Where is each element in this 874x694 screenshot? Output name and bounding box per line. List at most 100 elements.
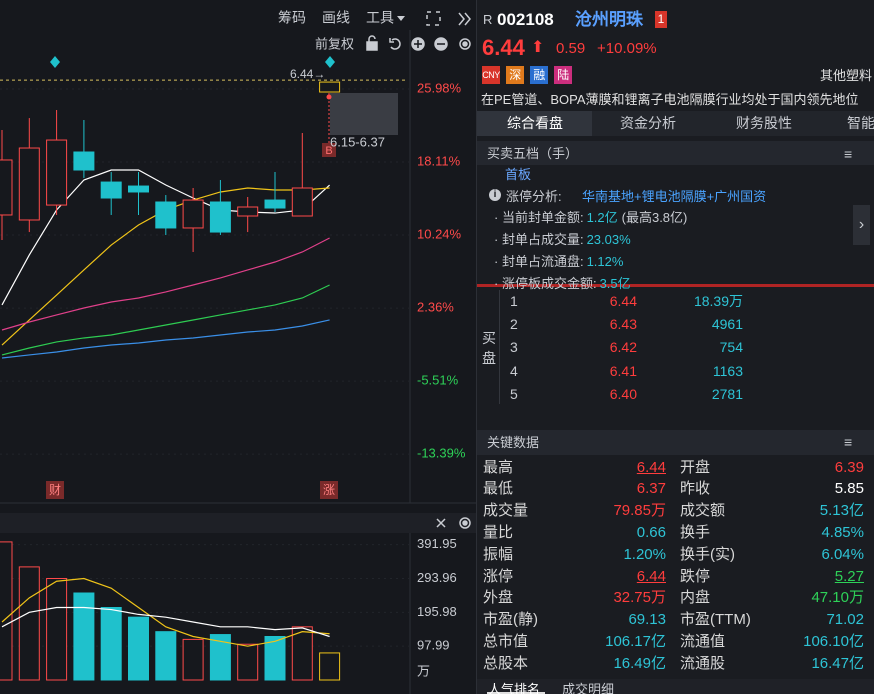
y-tick-label: -5.51% (417, 373, 459, 388)
fact-label: · 涨停板成交金额: (494, 275, 597, 291)
last-price-label: 6.44→ (290, 67, 325, 81)
volume-bar (73, 592, 95, 681)
tab[interactable]: 综合看盘 (507, 115, 563, 131)
key-value: 6.44 (636, 458, 666, 476)
side-box (479, 290, 500, 404)
volume-bar (264, 636, 286, 681)
board-tag: 首板 (505, 166, 532, 182)
bid-level: 4 (510, 362, 518, 379)
bid-level: 5 (510, 385, 518, 402)
key-label: 换手 (680, 523, 711, 541)
key-label: 总市值 (483, 632, 529, 650)
volume-ma-line (1, 577, 330, 647)
key-label: 成交量 (483, 502, 529, 520)
range-box (330, 93, 398, 135)
key-value: 6.04% (821, 545, 864, 563)
key-value: 106.17亿 (605, 632, 666, 650)
bid-volume: 4961 (711, 316, 743, 333)
bid-level: 1 (510, 293, 518, 309)
candle-body (264, 199, 286, 209)
key-label: 市盈(静) (483, 611, 538, 629)
tag: 深 (506, 66, 524, 84)
key-value: 16.49亿 (613, 654, 666, 672)
expand-button[interactable]: › (853, 205, 870, 245)
dropdown-caret (397, 16, 405, 21)
key-label: 最低 (483, 480, 514, 498)
market-prefix: R (483, 11, 493, 27)
limit-up-line (477, 284, 874, 287)
toolbar-item[interactable]: 筹码 (278, 10, 306, 26)
bid-price: 6.41 (609, 362, 637, 379)
candle-body (0, 159, 13, 216)
info-icon: i (489, 189, 501, 201)
y-tick-label: 195.98 (417, 604, 457, 619)
y-tick-label: 391.95 (417, 536, 457, 551)
key-value: 32.75万 (613, 589, 666, 607)
section-header (477, 430, 874, 455)
price-change: 0.59 (556, 39, 586, 57)
bid-price: 6.40 (609, 385, 637, 402)
candle-body (319, 81, 341, 93)
key-value: 1.20% (623, 545, 666, 563)
tab[interactable]: 财务股性 (736, 115, 792, 131)
candle-body (182, 199, 204, 229)
key-value: 0.66 (636, 523, 666, 541)
bid-volume: 18.39万 (693, 293, 743, 309)
tab[interactable]: 智能 (847, 115, 874, 131)
description: 在PE管道、BOPA薄膜和锂离子电池隔膜行业均处于国内领先地位 (481, 91, 859, 107)
key-label: 成交额 (680, 502, 726, 520)
stock-code: 002108 (497, 9, 554, 29)
menu-icon[interactable]: ≡ (844, 434, 853, 450)
y-tick-label: 97.99 (417, 638, 450, 653)
key-value: 71.02 (826, 611, 864, 629)
key-label: 昨收 (680, 480, 711, 498)
footer-tab[interactable]: 人气排名 (488, 681, 541, 694)
bid-price: 6.43 (609, 316, 637, 333)
section-header (477, 141, 874, 165)
analysis-label: 涨停分析: (506, 188, 562, 204)
event-marker: 财 (49, 483, 61, 497)
candle-body (18, 147, 40, 221)
candle-body (155, 201, 177, 229)
volume-ma-line (1, 606, 330, 638)
bid-volume: 2781 (711, 385, 743, 402)
y-tick-label: -13.39% (417, 446, 466, 461)
key-label: 总股本 (483, 654, 529, 672)
volume-bar (209, 634, 231, 681)
bid-level: 2 (510, 316, 518, 333)
key-label: 振幅 (483, 545, 514, 563)
toolbar-item[interactable]: 工具 (366, 10, 394, 26)
bid-volume: 1163 (712, 362, 743, 379)
volume-header (0, 513, 476, 533)
y-tick-label: 10.24% (417, 226, 462, 241)
bid-price: 6.44 (609, 293, 637, 309)
adjust-mode[interactable]: 前复权 (315, 36, 354, 51)
toolbar-item[interactable]: 画线 (322, 10, 350, 26)
y-tick-label: 2.36% (417, 300, 454, 315)
footer-tab[interactable]: 成交明细 (562, 681, 615, 694)
key-value: 106.10亿 (803, 632, 864, 650)
volume-bar (182, 638, 204, 681)
key-value: 6.44 (636, 567, 666, 585)
tag: CNY (482, 66, 500, 84)
marker-box (320, 481, 338, 499)
candle-body (128, 185, 149, 193)
y-tick-label: 18.11% (417, 153, 461, 168)
fact-value: 1.2亿 (586, 209, 618, 225)
tab[interactable]: 资金分析 (620, 115, 676, 131)
range-label: 6.15-6.37 (330, 134, 385, 149)
menu-icon[interactable]: ≡ (844, 146, 853, 162)
stock-name: 沧州明珠 (575, 9, 643, 29)
volume-bar (319, 652, 341, 681)
key-label: 涨停 (483, 567, 514, 585)
active-tab-bg (477, 111, 592, 136)
unit-label: 万 (417, 663, 430, 678)
key-value: 4.85% (821, 523, 864, 541)
fact-value: 3.5亿 (599, 275, 631, 291)
toolbar-icons[interactable] (366, 11, 471, 529)
change-percent: +10.09% (597, 39, 657, 57)
fact-value: 1.12% (586, 253, 624, 269)
volume-bar (100, 607, 122, 681)
industry: 其他塑料 (819, 67, 872, 83)
